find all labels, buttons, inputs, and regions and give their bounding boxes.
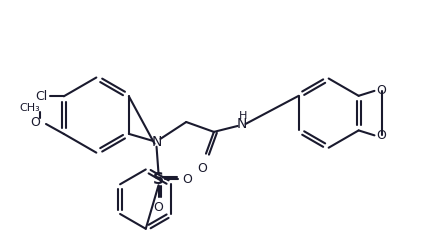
Text: H: H — [240, 111, 248, 121]
Text: O: O — [153, 201, 164, 214]
Text: O: O — [377, 129, 386, 142]
Text: O: O — [182, 173, 192, 186]
Text: O: O — [30, 115, 40, 129]
Text: CH₃: CH₃ — [20, 103, 40, 113]
Text: O: O — [377, 84, 386, 97]
Text: Cl: Cl — [36, 90, 48, 103]
Text: O: O — [197, 161, 207, 174]
Text: N: N — [237, 117, 247, 131]
Text: S: S — [153, 172, 164, 187]
Text: N: N — [151, 135, 162, 149]
